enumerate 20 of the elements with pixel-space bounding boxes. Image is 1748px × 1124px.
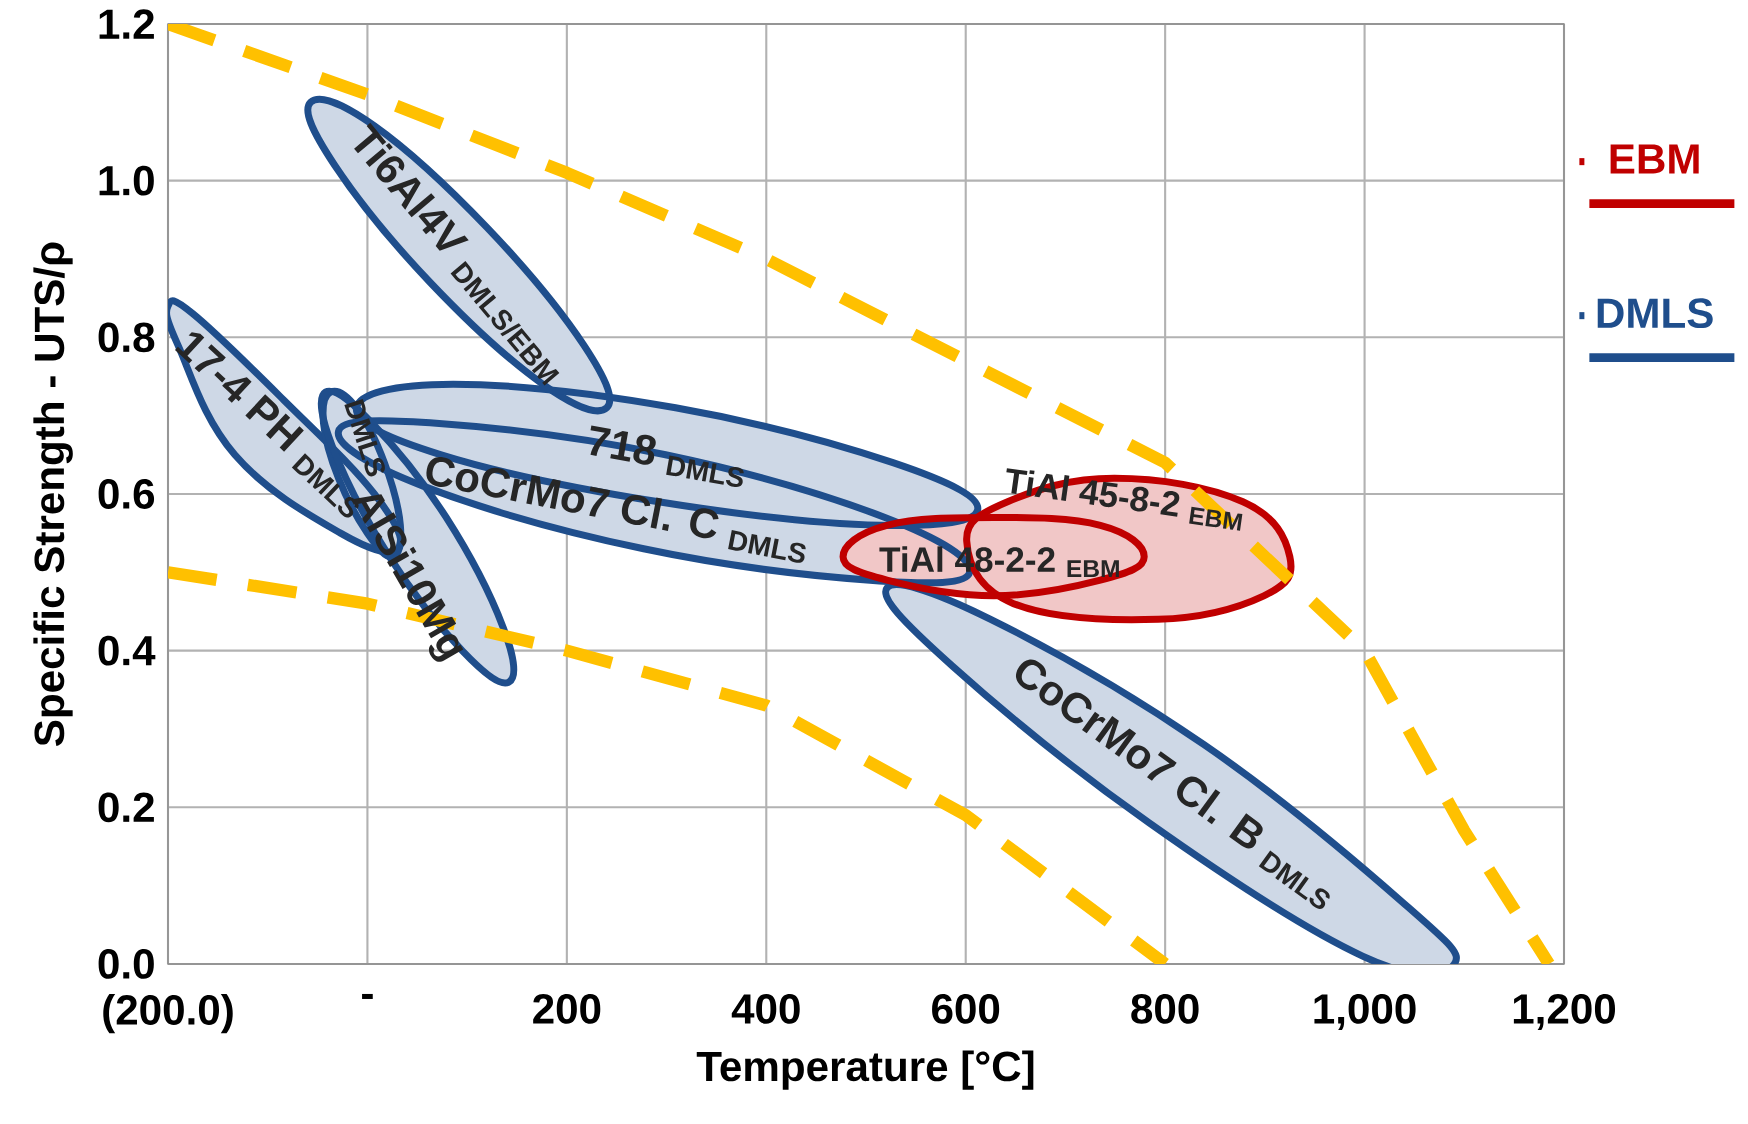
legend-label: EBM [1610,144,1699,174]
y-tick-label: 0.6 [98,479,155,509]
y-tick-label: 1.0 [99,165,154,196]
x-axis-title: Temperature [°C] [696,1050,1034,1090]
legend-label: DMLS [1597,298,1713,329]
y-tick-label: 0.0 [98,949,154,979]
y-tick-label: 0.8 [98,322,155,353]
x-tick-label: 1,000 [1314,993,1416,1030]
x-tick-label: 800 [1131,993,1199,1024]
annotation: TiAl 45-8-2 $_{EBM}$ [1006,468,1243,531]
x-tick-label: 400 [731,993,800,1024]
x-tick-label: 1,200 [1513,993,1616,1030]
y-tick-label: 1.2 [99,9,154,39]
y-tick-label: 0.4 [98,635,156,666]
x-tick-label: 200 [533,993,601,1024]
x-tick-label: 600 [932,993,1000,1024]
x-tick-label: (200.0) [103,994,233,1034]
y-tick-label: 0.2 [98,792,154,823]
y-axis-title: Specific Strength - UTS/ρ [33,242,73,747]
x-tick-label: - [362,993,373,999]
